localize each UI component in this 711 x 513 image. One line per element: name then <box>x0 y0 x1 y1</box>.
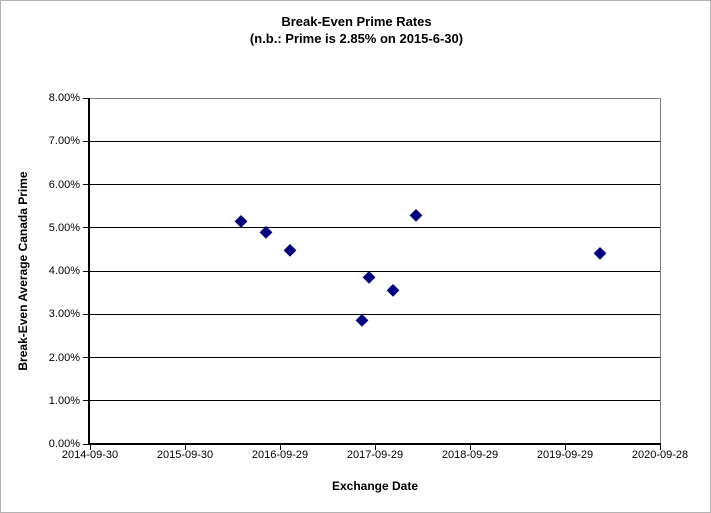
x-tick-mark <box>374 445 376 450</box>
gridline <box>90 227 660 229</box>
data-point-marker <box>387 284 400 297</box>
x-tick-label: 2017-09-29 <box>346 449 404 461</box>
y-tick-label: 5.00% <box>48 221 80 234</box>
y-tick-label: 8.00% <box>48 92 80 104</box>
plot-area <box>90 98 660 444</box>
chart-title: Break-Even Prime Rates <box>281 14 432 29</box>
y-tick-mark <box>83 400 89 402</box>
plot-border-right <box>660 98 661 444</box>
x-axis-title: Exchange Date <box>331 479 419 493</box>
y-tick-label: 7.00% <box>48 135 80 148</box>
y-tick-mark <box>83 97 89 99</box>
x-tick-mark <box>564 445 566 450</box>
y-axis-line <box>88 98 90 445</box>
gridline <box>90 140 660 142</box>
y-tick-label: 1.00% <box>48 394 80 407</box>
x-axis-line <box>88 443 661 445</box>
y-tick-mark <box>83 357 89 358</box>
x-tick-label: 2014-09-30 <box>61 449 119 461</box>
gridline <box>90 313 660 315</box>
chart-subtitle: (n.b.: Prime is 2.85% on 2015-6-30) <box>249 31 464 46</box>
x-tick-mark <box>279 445 281 450</box>
y-tick-mark <box>83 184 89 185</box>
y-tick-mark <box>83 140 89 142</box>
chart-title-block: Break-Even Prime Rates (n.b.: Prime is 2… <box>1 13 710 47</box>
x-tick-label: 2020-09-28 <box>631 449 689 461</box>
gridline <box>90 184 660 185</box>
y-tick-mark <box>83 443 89 445</box>
x-tick-label: 2019-09-29 <box>536 449 594 461</box>
y-tick-label: 0.00% <box>48 438 80 450</box>
data-point-marker <box>235 215 248 228</box>
data-point-marker <box>363 270 376 283</box>
plot-border-top <box>90 98 661 99</box>
y-tick-mark <box>83 313 89 315</box>
y-tick-label: 2.00% <box>48 351 80 364</box>
data-point-marker <box>594 246 607 259</box>
data-point-marker <box>410 208 423 221</box>
x-tick-mark <box>659 445 661 450</box>
x-tick-mark <box>184 445 186 450</box>
gridline <box>90 270 660 272</box>
x-tick-mark <box>469 445 471 450</box>
gridline <box>90 357 660 358</box>
data-point-marker <box>355 313 368 326</box>
x-tick-label: 2018-09-29 <box>441 449 499 461</box>
y-tick-label: 4.00% <box>48 265 80 277</box>
x-tick-label: 2016-09-29 <box>251 449 309 461</box>
y-tick-label: 6.00% <box>48 178 80 191</box>
y-tick-mark <box>83 270 89 272</box>
data-point-marker <box>284 244 297 257</box>
y-tick-mark <box>83 227 89 229</box>
y-tick-label: 3.00% <box>48 308 80 321</box>
data-point-marker <box>259 226 272 239</box>
x-tick-mark <box>89 445 91 450</box>
gridline <box>90 400 660 402</box>
y-axis-title-text: Break-Even Average Canada Prime <box>16 171 30 371</box>
x-tick-label: 2015-09-30 <box>156 449 214 461</box>
